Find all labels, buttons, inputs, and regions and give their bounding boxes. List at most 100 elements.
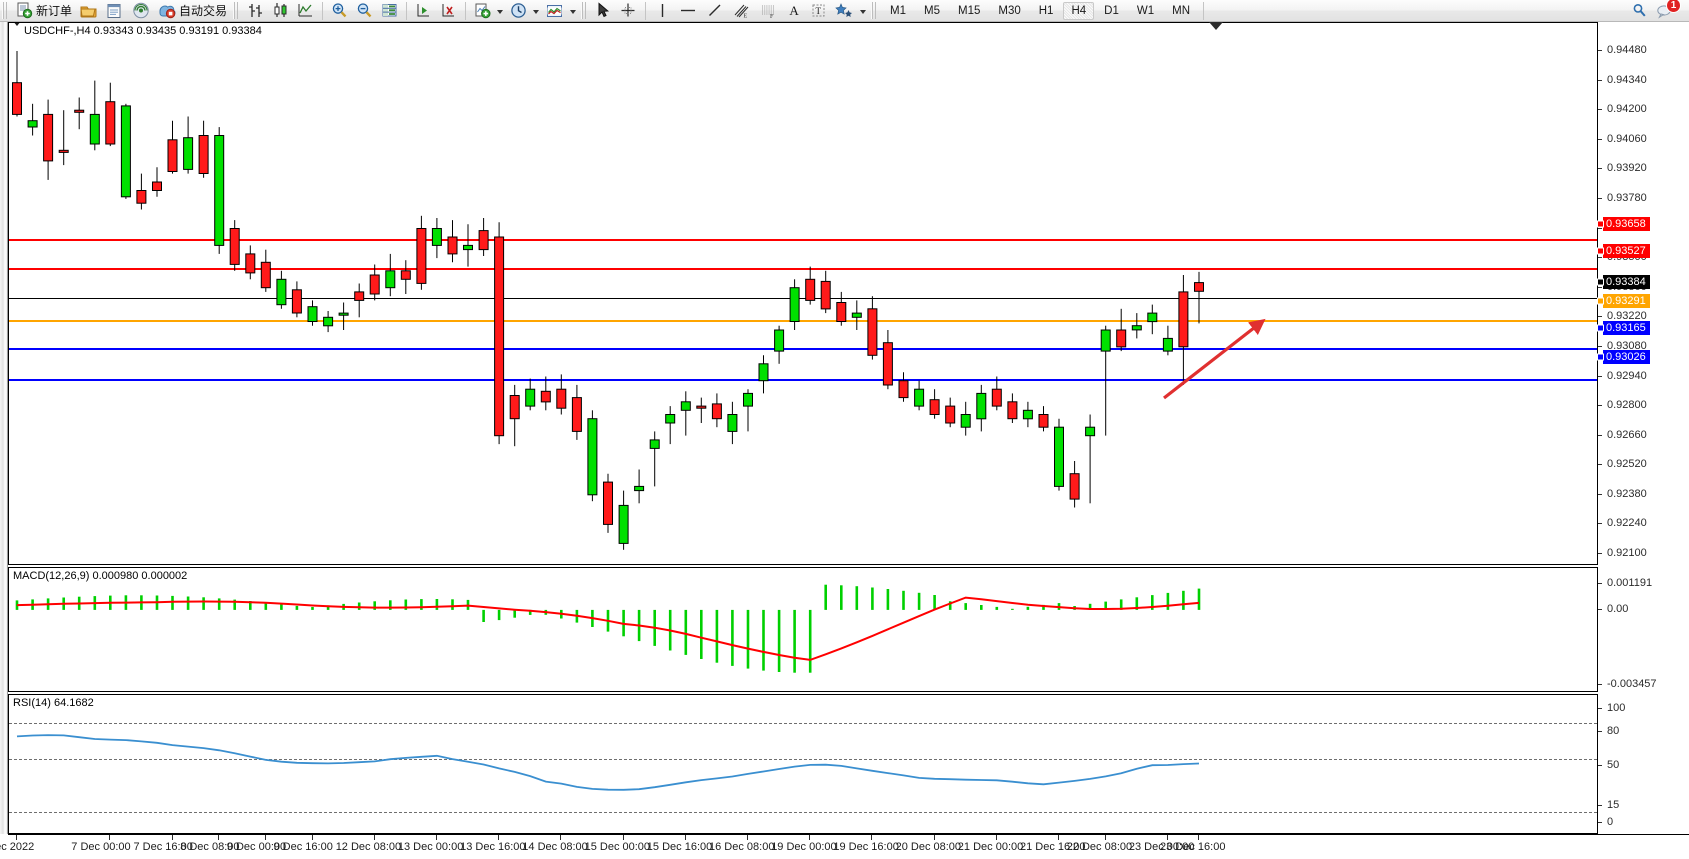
timeframe-w1[interactable]: W1 [1136, 4, 1155, 17]
level-line-resistance-1[interactable] [9, 239, 1597, 241]
shift-end-icon[interactable] [437, 1, 460, 21]
price-tag-current-price[interactable]: 0.93384 [1603, 274, 1650, 289]
level-handle-support-2[interactable] [1597, 353, 1604, 361]
rsi-pane[interactable]: RSI(14) 64.1682 [8, 694, 1598, 834]
time-tick-label: 16 Dec 08:00 [709, 841, 775, 853]
price-tick-label: 0.92240 [1607, 517, 1647, 530]
level-line-support-2[interactable] [9, 379, 1597, 381]
price-tag-resistance-1[interactable]: 0.93658 [1603, 216, 1650, 231]
toolbar-grip-3[interactable] [581, 2, 589, 19]
price-tick-label: 0.92940 [1607, 369, 1647, 382]
zoom-in-icon[interactable] [328, 1, 351, 21]
text-label-icon[interactable]: T [807, 1, 830, 21]
indicator-dropdown-caret-icon[interactable] [497, 9, 504, 14]
signal-icon[interactable] [129, 1, 153, 21]
level-handle-support-1[interactable] [1597, 324, 1604, 332]
templates-dropdown-caret-icon[interactable] [570, 9, 577, 14]
chart-menu-caret-icon[interactable] [13, 23, 21, 38]
price-tick-label: 0.93220 [1607, 310, 1647, 323]
chart-area[interactable]: USDCHF-,H4 0.93343 0.93435 0.93191 0.933… [0, 22, 1689, 859]
shapes-icon[interactable] [832, 1, 857, 21]
price-tickmark [1598, 109, 1602, 111]
zoom-out-icon[interactable] [353, 1, 376, 21]
price-tag-resistance-2[interactable]: 0.93527 [1603, 244, 1650, 259]
level-handle-current-price[interactable] [1597, 278, 1604, 286]
new-order-button[interactable]: 新订单 [13, 1, 75, 21]
level-line-current-price[interactable] [9, 298, 1597, 299]
fibonacci-icon[interactable]: F [756, 1, 781, 21]
shift-start-icon[interactable] [412, 1, 435, 21]
templates-icon[interactable] [543, 1, 567, 21]
time-tickmark [373, 835, 375, 840]
timeframe-m5[interactable]: M5 [924, 4, 940, 17]
toolbar-grip-4[interactable] [871, 2, 879, 19]
horizontal-line-icon[interactable] [675, 1, 701, 21]
trendline-icon[interactable] [703, 1, 727, 21]
candlestick-chart-icon[interactable] [269, 1, 292, 21]
price-tickmark [1598, 316, 1602, 318]
time-tick-label: 13 Dec 00:00 [397, 841, 464, 853]
level-handle-pivot[interactable] [1597, 297, 1604, 305]
price-tag-support-1[interactable]: 0.93165 [1603, 320, 1650, 335]
level-line-support-1[interactable] [9, 348, 1597, 350]
price-tickmark [1598, 464, 1602, 466]
level-line-pivot[interactable] [9, 320, 1597, 322]
data-window-icon[interactable] [103, 1, 127, 21]
time-axis[interactable]: 6 Dec 2022 7 Dec 00:007 Dec 16:008 Dec 08… [0, 834, 1689, 859]
rsi-tickmark [1598, 730, 1602, 732]
toolbar-grip-1[interactable] [2, 2, 9, 19]
toolbar-grip-2[interactable] [233, 2, 241, 19]
rsi-axis[interactable]: 100 80 50 15 0 [1598, 694, 1689, 834]
shapes-dropdown-caret-icon[interactable] [860, 9, 867, 14]
macd-axis[interactable]: 0.001191 0.00 -0.003457 [1598, 567, 1689, 692]
bullish-arrow[interactable] [9, 23, 1597, 564]
autotrading-button[interactable]: 自动交易 [155, 1, 230, 21]
vertical-line-icon[interactable] [651, 1, 673, 21]
toolbar-divider-1 [322, 1, 324, 20]
price-tick-label: 0.94060 [1607, 132, 1647, 145]
time-tick-label: 7 Dec 00:00 [71, 841, 131, 853]
level-line-resistance-2[interactable] [9, 268, 1597, 270]
svg-text:F: F [770, 14, 774, 19]
add-indicator-icon[interactable] [471, 1, 494, 21]
chart-left-grip[interactable] [0, 22, 8, 834]
price-tick-label: 0.94340 [1607, 73, 1647, 86]
period-icon[interactable] [507, 1, 530, 21]
timeframe-m30[interactable]: M30 [998, 4, 1021, 17]
price-tickmark [1598, 434, 1602, 436]
cursor-icon[interactable] [592, 1, 614, 21]
folder-icon[interactable] [77, 1, 101, 21]
notification-icon[interactable]: 1 [1653, 0, 1681, 21]
timeframe-m15[interactable]: M15 [958, 4, 981, 17]
period-dropdown-caret-icon[interactable] [533, 9, 540, 14]
price-tick-label: 0.92660 [1607, 428, 1647, 441]
price-tag-support-2[interactable]: 0.93026 [1603, 350, 1650, 365]
crosshair-icon[interactable] [616, 1, 640, 21]
timeframe-h4[interactable]: H4 [1063, 1, 1095, 20]
level-handle-resistance-1[interactable] [1597, 220, 1604, 228]
price-pane[interactable]: USDCHF-,H4 0.93343 0.93435 0.93191 0.933… [8, 22, 1598, 565]
equidistant-channel-icon[interactable]: E [729, 1, 754, 21]
level-handle-resistance-2[interactable] [1597, 247, 1604, 255]
time-tick-label: 9 Dec 00:00 [226, 841, 287, 853]
macd-tickmark [1598, 583, 1602, 584]
bar-chart-icon[interactable] [244, 1, 267, 21]
search-icon[interactable] [1628, 1, 1651, 21]
rsi-tickmark [1598, 822, 1602, 823]
price-axis[interactable]: 0.94480 0.94340 0.94200 0.94060 0.93920 0.937… [1597, 22, 1689, 565]
price-tickmark [1598, 553, 1602, 554]
time-tickmark [311, 835, 313, 840]
grid-icon[interactable] [378, 1, 401, 21]
time-tick-label: 21 Dec 00:00 [957, 841, 1024, 853]
time-tick-label: 12 Dec 08:00 [335, 841, 402, 853]
text-icon[interactable]: A [789, 2, 799, 18]
timeframe-mn[interactable]: MN [1172, 4, 1190, 17]
price-tickmark [1598, 375, 1602, 377]
timeframe-m1[interactable]: M1 [890, 4, 907, 17]
line-chart-icon[interactable] [294, 1, 317, 21]
toolbar-divider-5 [1203, 1, 1204, 20]
timeframe-h1[interactable]: H1 [1038, 4, 1054, 17]
macd-pane[interactable]: MACD(12,26,9) 0.000980 0.000002 [8, 567, 1598, 692]
timeframe-d1[interactable]: D1 [1104, 4, 1119, 17]
price-tag-pivot[interactable]: 0.93291 [1603, 294, 1650, 309]
